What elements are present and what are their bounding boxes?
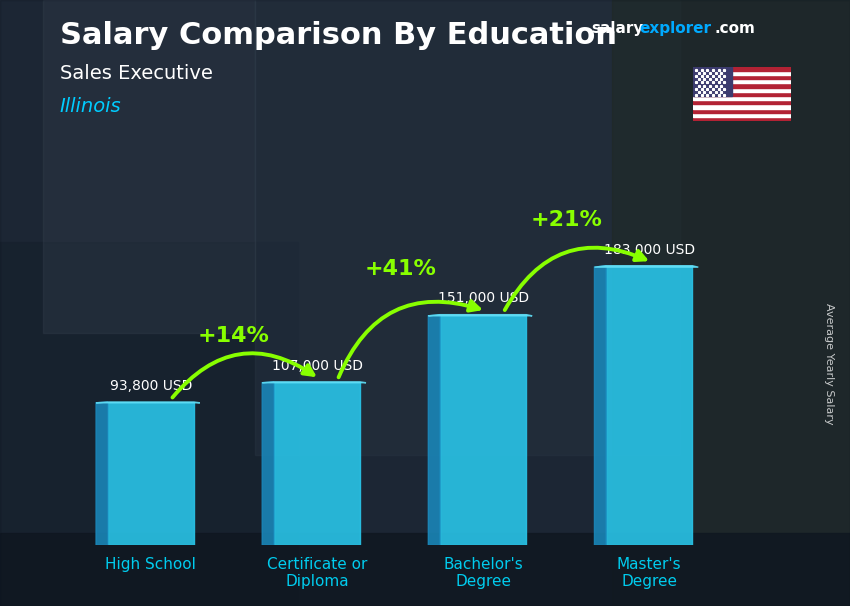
Text: .com: .com <box>715 21 756 36</box>
Bar <box>693 71 791 75</box>
Bar <box>0 533 850 606</box>
Text: 93,800 USD: 93,800 USD <box>110 379 192 393</box>
Bar <box>693 79 791 84</box>
Text: +14%: +14% <box>198 326 270 346</box>
Polygon shape <box>428 315 532 316</box>
Bar <box>693 113 791 117</box>
Text: +21%: +21% <box>530 210 602 230</box>
FancyArrowPatch shape <box>505 248 645 310</box>
Bar <box>693 67 732 96</box>
Polygon shape <box>262 382 274 545</box>
Text: Sales Executive: Sales Executive <box>60 64 212 82</box>
Bar <box>108 402 194 545</box>
Polygon shape <box>96 402 108 545</box>
Bar <box>606 266 693 545</box>
Text: 183,000 USD: 183,000 USD <box>604 242 694 256</box>
Text: salary: salary <box>591 21 643 36</box>
Bar <box>693 75 791 79</box>
Text: explorer: explorer <box>639 21 711 36</box>
Bar <box>693 67 791 71</box>
Bar <box>693 100 791 104</box>
Bar <box>693 117 791 121</box>
Bar <box>42 0 255 333</box>
Bar <box>255 0 680 454</box>
Polygon shape <box>262 382 366 383</box>
Text: +41%: +41% <box>364 259 436 279</box>
Text: Average Yearly Salary: Average Yearly Salary <box>824 303 834 424</box>
Bar <box>693 104 791 108</box>
Bar <box>612 0 850 606</box>
Bar <box>693 92 791 96</box>
Text: 107,000 USD: 107,000 USD <box>271 359 362 373</box>
Bar <box>693 84 791 88</box>
Text: Illinois: Illinois <box>60 97 121 116</box>
Text: 151,000 USD: 151,000 USD <box>438 291 529 305</box>
Bar <box>693 108 791 113</box>
Bar <box>693 96 791 100</box>
Bar <box>0 242 298 606</box>
Polygon shape <box>594 266 699 267</box>
Bar <box>274 382 360 545</box>
Polygon shape <box>594 266 606 545</box>
FancyArrowPatch shape <box>173 353 314 398</box>
FancyArrowPatch shape <box>338 301 479 378</box>
Bar <box>693 88 791 92</box>
Polygon shape <box>428 315 440 545</box>
Bar <box>440 315 526 545</box>
Text: Salary Comparison By Education: Salary Comparison By Education <box>60 21 616 50</box>
Polygon shape <box>96 402 200 403</box>
